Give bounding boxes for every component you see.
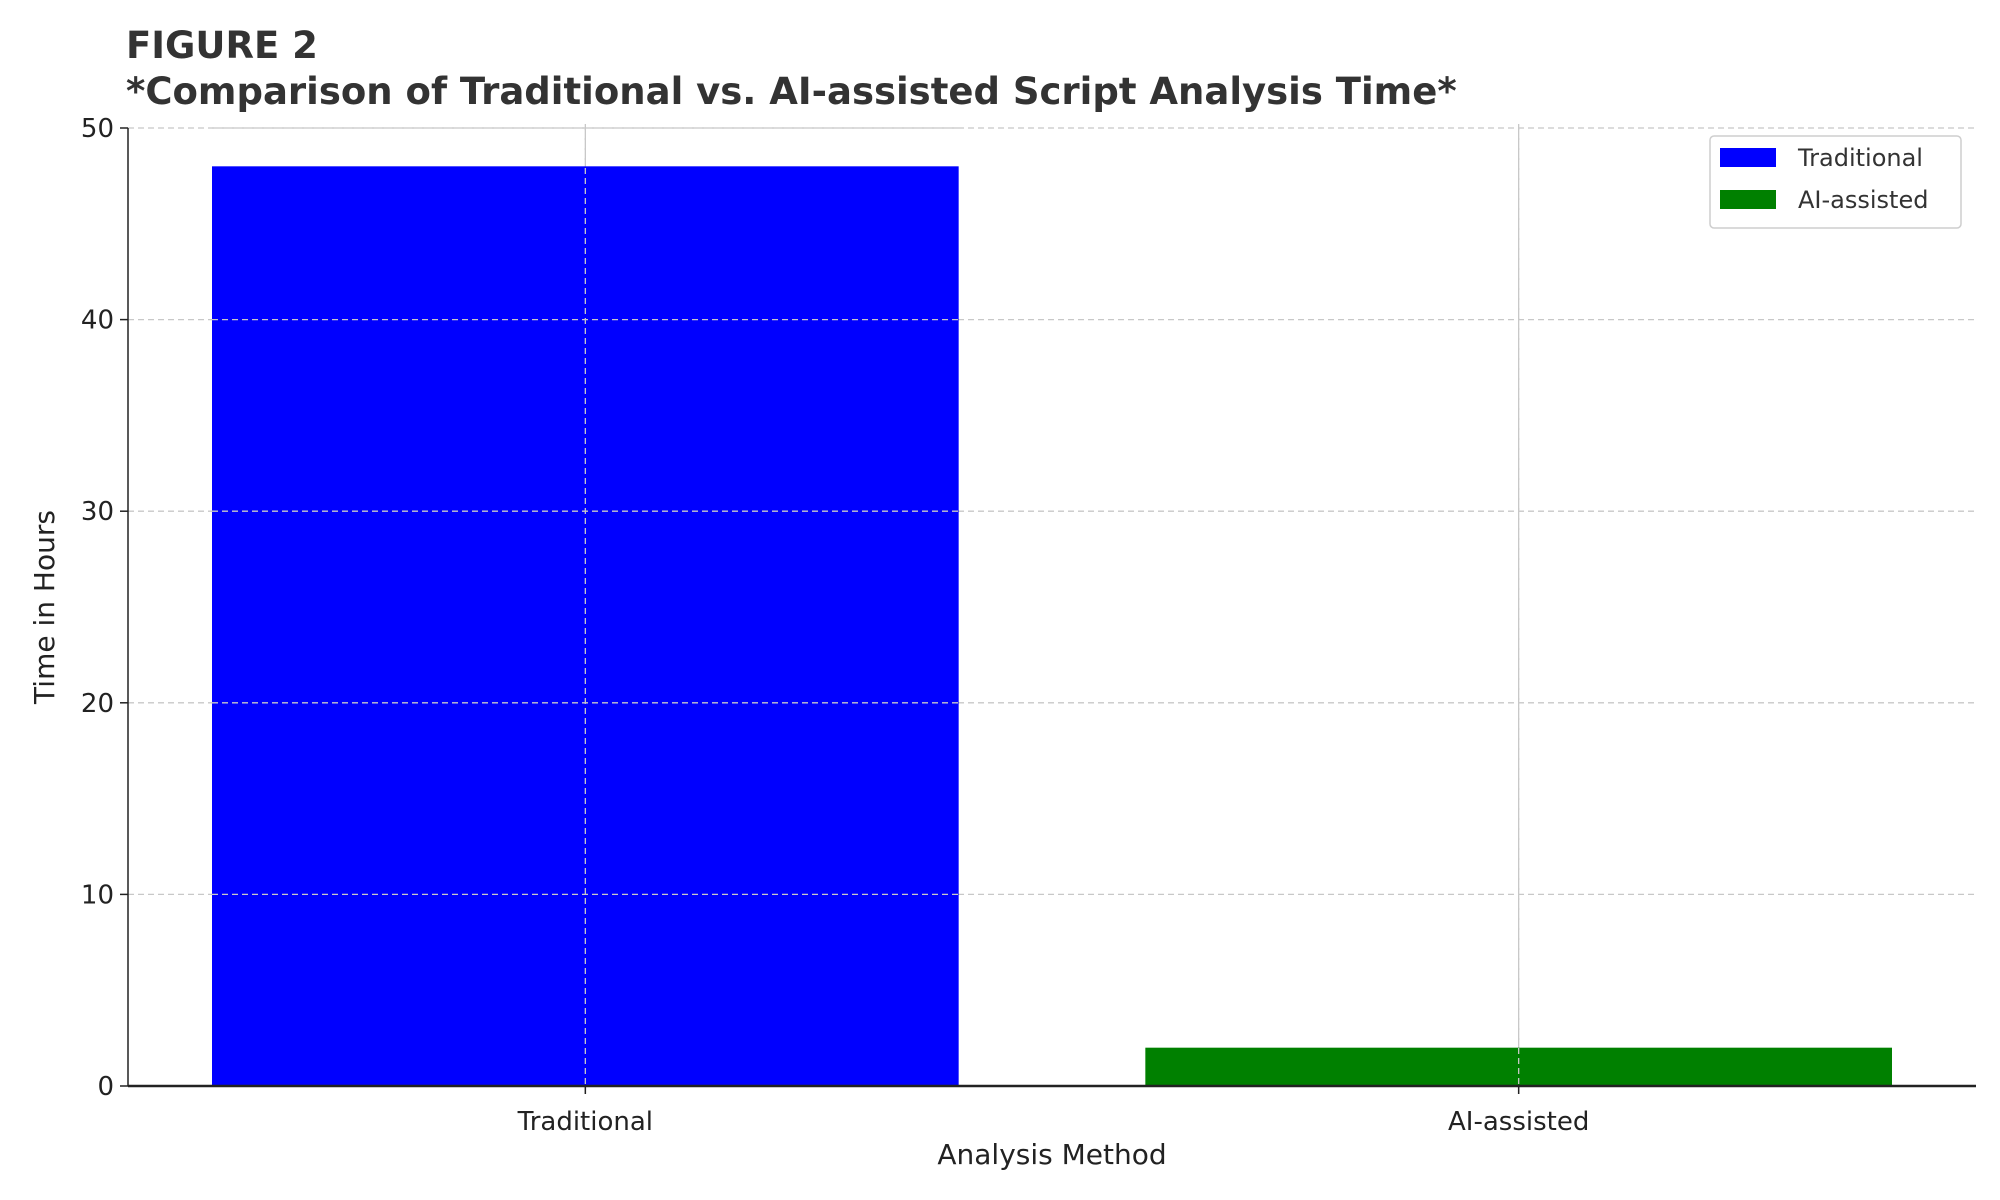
legend: Traditional AI-assisted bbox=[1709, 135, 1962, 229]
y-tick-label: 50 bbox=[81, 114, 114, 144]
axes: 0 10 20 30 40 50 Traditional AI-assisted bbox=[81, 114, 1976, 1137]
y-tick-label: 20 bbox=[81, 689, 114, 719]
y-tick-label: 0 bbox=[97, 1072, 114, 1102]
x-tick-label: AI-assisted bbox=[1448, 1107, 1589, 1137]
x-axis-label: Analysis Method bbox=[937, 1138, 1166, 1171]
y-tick-label: 30 bbox=[81, 497, 114, 527]
y-axis-label: Time in Hours bbox=[28, 510, 61, 705]
y-tick-label: 40 bbox=[81, 306, 114, 336]
legend-swatch bbox=[1720, 190, 1776, 209]
legend-label: Traditional bbox=[1797, 144, 1923, 172]
legend-swatch bbox=[1720, 148, 1776, 167]
legend-label: AI-assisted bbox=[1798, 186, 1928, 214]
chart-subtitle: *Comparison of Traditional vs. AI-assist… bbox=[126, 70, 1457, 113]
chart-title: FIGURE 2 bbox=[126, 24, 318, 67]
y-tick-label: 10 bbox=[81, 880, 114, 910]
bars bbox=[212, 127, 1892, 1087]
x-tick-label: Traditional bbox=[517, 1107, 653, 1137]
